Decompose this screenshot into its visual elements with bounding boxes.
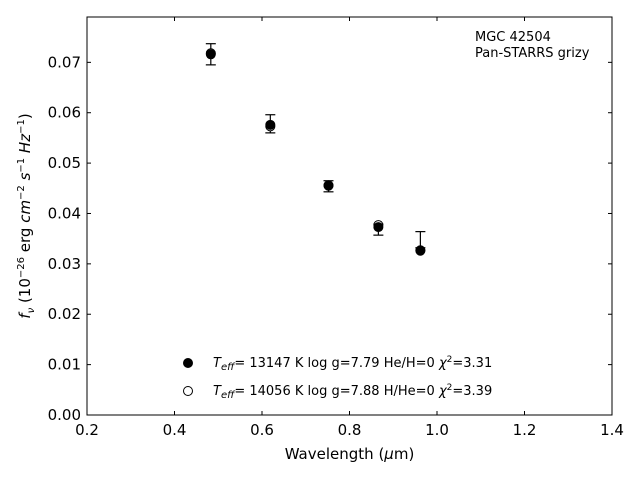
model-point-filled bbox=[373, 222, 384, 233]
annotation-object-name: MGC 42504 bbox=[475, 30, 551, 45]
plot-frame bbox=[86, 16, 613, 416]
y-tick-label: 0.00 bbox=[48, 406, 81, 424]
legend-entry-2: Teff= 14056 K log g=7.88 H/He=0 χ2=3.39 bbox=[213, 383, 492, 401]
error-bars bbox=[205, 43, 426, 249]
annotation-survey-name: Pan-STARRS grizy bbox=[475, 46, 590, 61]
y-tick-label: 0.03 bbox=[48, 255, 81, 273]
y-tick-label: 0.05 bbox=[48, 154, 81, 172]
y-tick-label: 0.07 bbox=[48, 53, 81, 71]
model-point-filled bbox=[415, 245, 426, 256]
y-axis-title: fν (10−26 erg cm−2 s−1 Hz−1) bbox=[16, 113, 37, 318]
x-tick-label: 1.2 bbox=[513, 421, 537, 439]
model-point-filled bbox=[205, 49, 216, 60]
model-point-filled bbox=[323, 180, 334, 191]
x-tick-label: 1.4 bbox=[600, 421, 624, 439]
x-tick-label: 1.0 bbox=[425, 421, 449, 439]
legend-marker-filled bbox=[183, 358, 193, 368]
data-points bbox=[205, 48, 426, 256]
legend-entry-1: Teff= 13147 K log g=7.79 He/H=0 χ2=3.31 bbox=[213, 355, 492, 373]
model-point-filled bbox=[265, 119, 276, 130]
y-tick-label: 0.02 bbox=[48, 305, 81, 323]
y-tick-label: 0.04 bbox=[48, 204, 81, 222]
y-tick-label: 0.06 bbox=[48, 104, 81, 122]
y-tick-label: 0.01 bbox=[48, 356, 81, 374]
legend: Teff= 13147 K log g=7.79 He/H=0 χ2=3.31 … bbox=[183, 355, 492, 401]
x-tick-label: 0.8 bbox=[338, 421, 362, 439]
x-axis-title: Wavelength (μm) bbox=[285, 445, 415, 463]
x-tick-label: 0.2 bbox=[75, 421, 99, 439]
x-tick-label: 0.4 bbox=[163, 421, 187, 439]
x-tick-label: 0.6 bbox=[250, 421, 274, 439]
legend-marker-open bbox=[183, 386, 193, 396]
axis-ticks: 0.2 0.4 0.6 0.8 1.0 1.2 1.4 0.00 0.01 0.02 0.03 0.0… bbox=[48, 17, 624, 439]
